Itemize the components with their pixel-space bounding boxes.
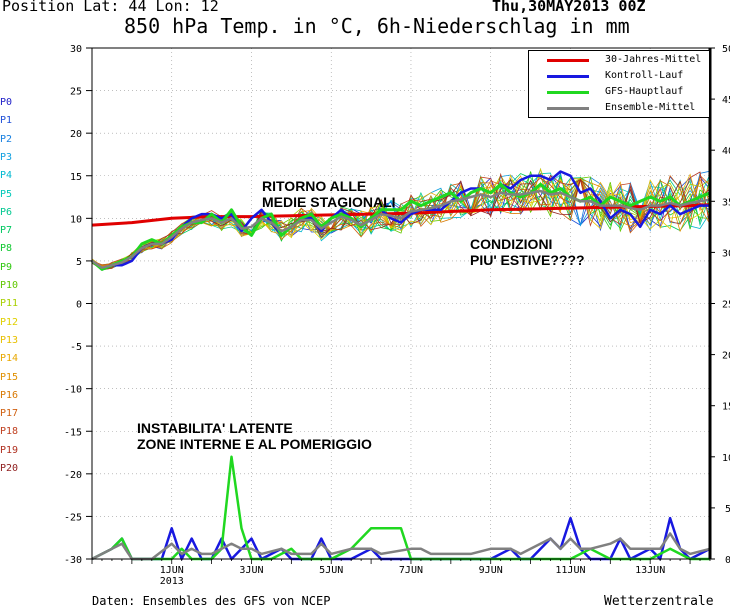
member-label: P11 <box>0 298 19 310</box>
legend-swatch <box>547 59 589 62</box>
x-tick-label: 1JUN <box>160 565 184 576</box>
member-label: P5 <box>0 188 13 200</box>
member-label: P10 <box>0 280 19 291</box>
legend-label: GFS-Hauptlauf <box>605 86 684 97</box>
member-label: P17 <box>0 408 19 420</box>
x-tick-label: 9JUN <box>479 565 503 576</box>
member-label: P19 <box>0 444 19 456</box>
y-right-tick-label: 20 <box>722 351 730 362</box>
highlighted-series-lines <box>91 170 711 561</box>
member-label: P15 <box>0 371 19 383</box>
member-label: P2 <box>0 133 13 145</box>
y-left-tick-label: -5 <box>70 342 82 353</box>
y-left-tick-label: -20 <box>64 470 82 481</box>
member-label: P4 <box>0 170 13 182</box>
grid-lines <box>92 48 710 559</box>
member-label: P16 <box>0 389 19 401</box>
member-label: P20 <box>0 463 19 474</box>
y-right-tick-label: 50 <box>722 44 730 55</box>
y-right-tick-label: 10 <box>722 453 730 464</box>
axes-ticks: 302520151050-5-10-15-20-25-3050454035302… <box>64 44 730 587</box>
legend-item-ensemble-mean: Ensemble-Mittel <box>529 101 709 117</box>
member-label: P12 <box>0 316 19 328</box>
x-tick-label: 5JUN <box>319 565 343 576</box>
y-right-tick-label: 0 <box>725 555 730 566</box>
y-left-tick-label: 25 <box>70 87 82 98</box>
y-right-tick-label: 40 <box>722 146 730 157</box>
member-label: P1 <box>0 115 13 127</box>
legend-label: Kontroll-Lauf <box>605 70 684 81</box>
member-label: P13 <box>0 334 19 346</box>
y-left-tick-label: -15 <box>64 427 82 438</box>
ensemble-member-lines <box>91 167 711 271</box>
annotation-line: INSTABILITA' LATENTE <box>137 420 293 436</box>
annotation-ritorno: RITORNO ALLE MEDIE STAGIONALI <box>262 178 396 210</box>
x-tick-label: 7JUN <box>399 565 423 576</box>
legend-swatch <box>547 107 589 110</box>
member-label: P14 <box>0 353 19 365</box>
y-left-tick-label: -30 <box>64 555 82 566</box>
member-temp-line <box>91 173 711 266</box>
precip-line-ensemble-mittel <box>91 532 711 561</box>
member-label: P9 <box>0 261 13 273</box>
annotation-line: ZONE INTERNE E AL POMERIGGIO <box>137 436 372 452</box>
temp-line-kontroll-lauf <box>91 170 710 271</box>
chart-legend: 30-Jahres-Mittel Kontroll-Lauf GFS-Haupt… <box>528 50 710 118</box>
legend-label: 30-Jahres-Mittel <box>605 54 702 65</box>
x-tick-label: 3JUN <box>239 565 263 576</box>
y-left-tick-label: -10 <box>64 385 82 396</box>
member-label: P6 <box>0 206 13 218</box>
position-label: Position Lat: 44 Lon: 12 <box>2 0 219 15</box>
data-source-label: Daten: Ensembles des GFS von NCEP <box>92 594 331 608</box>
y-left-tick-label: 5 <box>76 257 82 268</box>
y-right-tick-label: 35 <box>722 197 730 208</box>
chart-title: 850 hPa Temp. in °C, 6h-Niederschlag in … <box>124 14 630 38</box>
temp-line-ensemble-mittel <box>91 189 711 269</box>
annotation-line: CONDIZIONI <box>470 236 553 252</box>
y-right-tick-label: 45 <box>722 95 730 106</box>
legend-swatch <box>547 75 589 78</box>
legend-item-main-run: GFS-Hauptlauf <box>529 85 709 101</box>
annotation-line: RITORNO ALLE <box>262 178 367 194</box>
y-right-tick-label: 15 <box>722 402 730 413</box>
y-right-tick-label: 5 <box>725 504 730 515</box>
y-left-tick-label: 30 <box>70 44 82 55</box>
member-label: P8 <box>0 243 13 255</box>
legend-label: Ensemble-Mittel <box>605 102 696 113</box>
member-label: P0 <box>0 97 13 108</box>
legend-item-mean-30y: 30-Jahres-Mittel <box>529 53 709 69</box>
y-left-tick-label: 0 <box>76 300 82 311</box>
member-label: P18 <box>0 426 19 438</box>
annotation-condizioni: CONDIZIONI PIU' ESTIVE???? <box>470 236 585 268</box>
member-label: P7 <box>0 225 13 237</box>
annotation-line: PIU' ESTIVE???? <box>470 252 585 268</box>
x-tick-label: 13JUN <box>635 565 665 576</box>
y-left-tick-label: 15 <box>70 172 82 183</box>
run-date-label: Thu,30MAY2013 00Z <box>492 0 646 15</box>
legend-swatch <box>547 91 589 94</box>
x-tick-sublabel: 2013 <box>160 576 184 587</box>
y-right-tick-label: 30 <box>722 248 730 259</box>
legend-item-control-run: Kontroll-Lauf <box>529 69 709 85</box>
member-label: P3 <box>0 151 13 163</box>
annotation-instabilita: INSTABILITA' LATENTE ZONE INTERNE E AL P… <box>137 420 372 452</box>
x-tick-label: 11JUN <box>555 565 585 576</box>
y-left-tick-label: 20 <box>70 129 82 140</box>
member-temp-line <box>91 171 711 270</box>
brand-label: Wetterzentrale <box>604 594 714 609</box>
y-left-tick-label: -25 <box>64 512 82 523</box>
y-left-tick-label: 10 <box>70 214 82 225</box>
annotation-line: MEDIE STAGIONALI <box>262 194 396 210</box>
y-right-tick-label: 25 <box>722 300 730 311</box>
